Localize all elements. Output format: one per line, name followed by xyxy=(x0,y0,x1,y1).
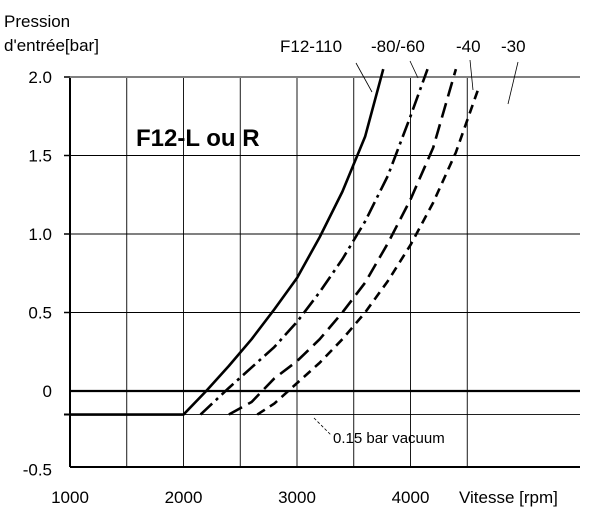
series-label-80-60: -80/-60 xyxy=(371,37,425,56)
grid xyxy=(70,76,580,467)
y-tick-label: 1.5 xyxy=(28,147,52,166)
axes xyxy=(64,76,580,468)
series-label-40: -40 xyxy=(456,37,481,56)
series-lines xyxy=(70,68,480,416)
series-leader-lines xyxy=(355,59,519,105)
series-leader-line xyxy=(355,62,373,93)
series-leader-line xyxy=(507,61,519,105)
y-tick-label: 0.5 xyxy=(28,304,52,323)
series-label-f12-110: F12-110 xyxy=(280,37,342,56)
x-tick-label: 1000 xyxy=(51,488,89,507)
tick-labels: 1000 2000 3000 4000 2.0 1.5 1.0 0.5 0 -0.5 xyxy=(23,68,430,507)
series-leader-line xyxy=(469,59,474,91)
y-tick-label: 1.0 xyxy=(28,225,52,244)
series-line xyxy=(70,68,385,416)
y-axis-title-line2: d'entrée[bar] xyxy=(4,36,99,55)
x-tick-label: 4000 xyxy=(392,488,430,507)
series-label-30: -30 xyxy=(501,37,526,56)
x-tick-label: 3000 xyxy=(278,488,316,507)
vacuum-annotation: 0.15 bar vacuum xyxy=(333,430,445,447)
y-axis-title-line1: Pression xyxy=(4,12,70,31)
series-line xyxy=(199,68,429,416)
series-line xyxy=(228,68,458,416)
annotation-leader xyxy=(313,417,332,436)
y-tick-label: 2.0 xyxy=(28,68,52,87)
y-tick-label: 0 xyxy=(43,382,52,401)
chart-title: F12-L ou R xyxy=(136,125,260,152)
x-tick-label: 2000 xyxy=(165,488,203,507)
series-leader-line xyxy=(409,60,419,79)
x-axis-title: Vitesse [rpm] xyxy=(459,488,558,507)
y-tick-label: -0.5 xyxy=(23,461,52,480)
